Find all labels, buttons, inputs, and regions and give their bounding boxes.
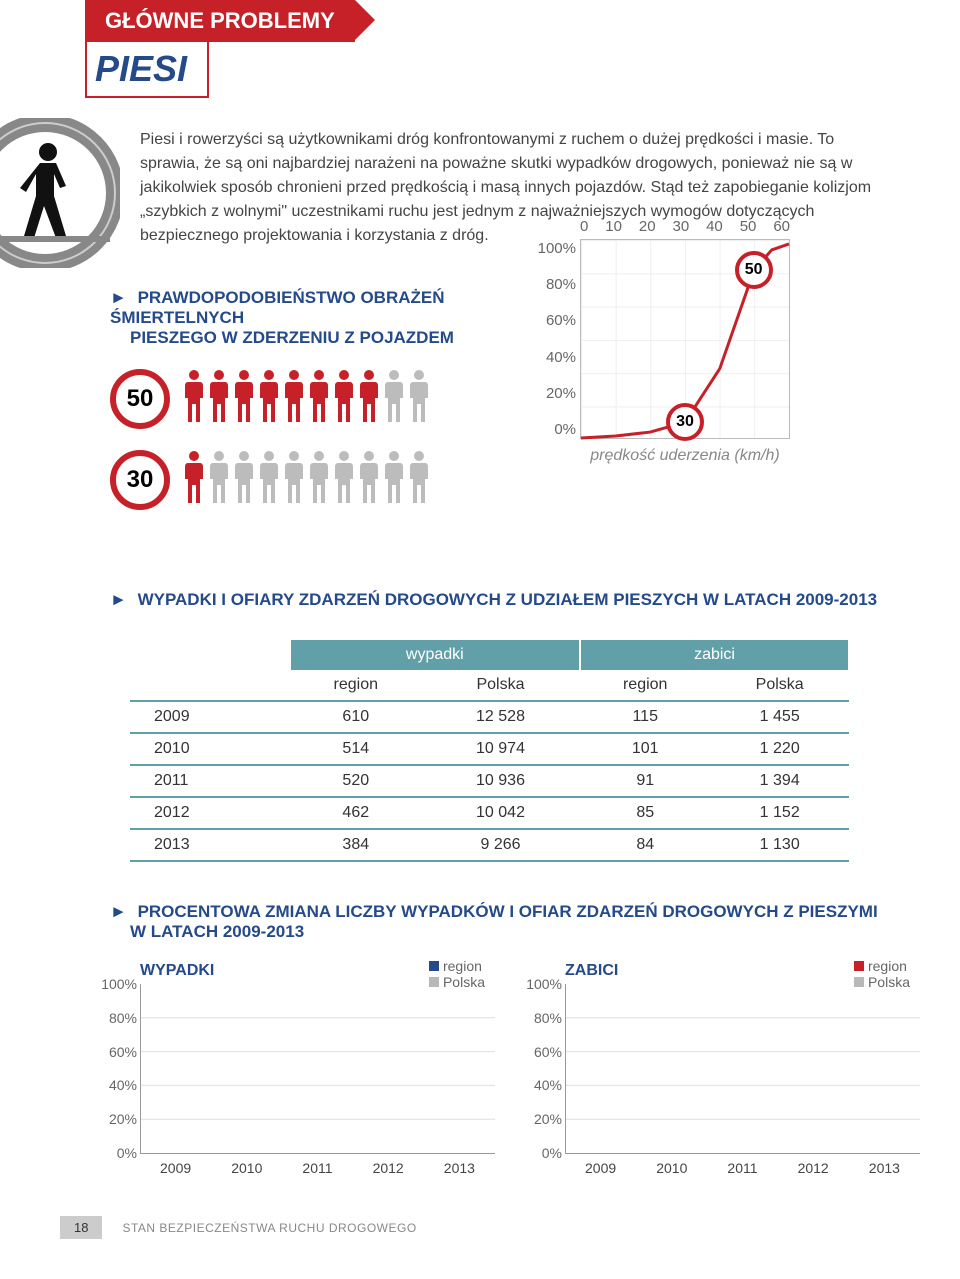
bullet-icon: ► xyxy=(110,902,127,921)
table-sub-header: Polska xyxy=(710,670,849,701)
risk-heading-line2: PIESZEGO W ZDERZENIU Z POJAZDEM xyxy=(130,328,454,347)
table-row: 20133849 266841 130 xyxy=(130,829,849,861)
risk-line-chart: 0102030405060 100%80%60%40%20%0% 30 50 p… xyxy=(530,218,790,530)
person-icon xyxy=(232,368,256,429)
bullet-icon: ► xyxy=(110,288,127,307)
person-icon xyxy=(382,368,406,429)
speed-marker-30: 30 xyxy=(666,403,704,441)
person-icon xyxy=(282,368,306,429)
data-table: wypadki zabici regionPolskaregionPolska … xyxy=(130,640,850,862)
person-icon xyxy=(207,368,231,429)
person-icon xyxy=(182,449,206,510)
speed-disc: 30 xyxy=(110,450,170,510)
bullet-icon: ► xyxy=(110,590,127,609)
risk-row: 50 xyxy=(110,368,490,429)
person-icon xyxy=(407,449,431,510)
table-heading: WYPADKI I OFIARY ZDARZEŃ DROGOWYCH Z UDZ… xyxy=(138,590,878,609)
table-sub-header: Polska xyxy=(421,670,580,701)
table-row: 200961012 5281151 455 xyxy=(130,701,849,733)
person-icon xyxy=(182,368,206,429)
footer-text: STAN BEZPIECZEŃSTWA RUCHU DROGOWEGO xyxy=(122,1221,416,1235)
risk-chart-caption: prędkość uderzenia (km/h) xyxy=(580,447,790,465)
person-icon xyxy=(332,449,356,510)
bar-chart: WYPADKIregion Polska0%20%40%60%80%100%20… xyxy=(90,962,495,1176)
table-sub-header: region xyxy=(291,670,421,701)
speed-marker-50: 50 xyxy=(735,251,773,289)
risk-icon-rows: 5030 xyxy=(110,368,490,510)
risk-heading-line1: PRAWDOPODOBIEŃSTWO OBRAŻEŃ ŚMIERTELNYCH xyxy=(110,288,445,327)
person-icon xyxy=(232,449,256,510)
header-subtitle: PIESI xyxy=(85,42,209,98)
bars-heading-line2: W LATACH 2009-2013 xyxy=(130,922,960,942)
table-sub-header: region xyxy=(580,670,710,701)
pedestrian-sign-icon xyxy=(0,118,120,268)
table-row: 201051410 9741011 220 xyxy=(130,733,849,765)
person-icon xyxy=(307,368,331,429)
page-number: 18 xyxy=(60,1216,102,1239)
person-icon xyxy=(332,368,356,429)
table-row: 201246210 042851 152 xyxy=(130,797,849,829)
person-icon xyxy=(257,449,281,510)
bars-heading-line1: PROCENTOWA ZMIANA LICZBY WYPADKÓW I OFIA… xyxy=(138,902,878,921)
person-icon xyxy=(382,449,406,510)
person-icon xyxy=(357,449,381,510)
table-row: 201152010 936911 394 xyxy=(130,765,849,797)
table-group-header: wypadki xyxy=(291,640,580,670)
bar-chart: ZABICIregion Polska0%20%40%60%80%100%200… xyxy=(515,962,920,1176)
speed-disc: 50 xyxy=(110,369,170,429)
table-group-header: zabici xyxy=(580,640,849,670)
person-icon xyxy=(357,368,381,429)
person-icon xyxy=(257,368,281,429)
person-icon xyxy=(307,449,331,510)
person-icon xyxy=(207,449,231,510)
risk-row: 30 xyxy=(110,449,490,510)
person-icon xyxy=(407,368,431,429)
header-tag: GŁÓWNE PROBLEMY xyxy=(85,0,355,42)
person-icon xyxy=(282,449,306,510)
